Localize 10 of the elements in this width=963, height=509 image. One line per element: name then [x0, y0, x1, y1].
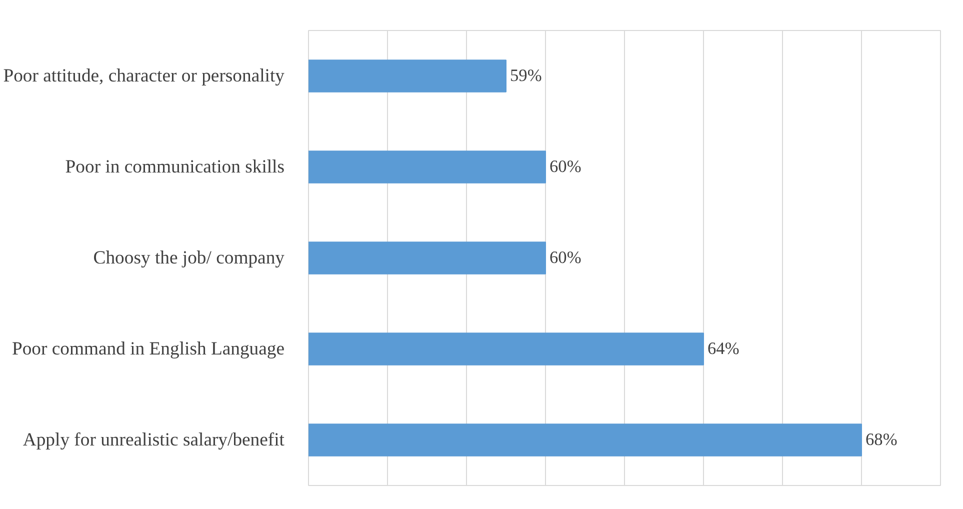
data-label: 60% — [550, 157, 582, 176]
data-label: 60% — [550, 248, 582, 267]
y-tick-label: Poor in communication skills — [65, 156, 284, 178]
data-label: 64% — [708, 339, 740, 358]
data-label: 59% — [510, 66, 542, 85]
data-label: 68% — [866, 430, 898, 449]
y-tick-label: Poor command in English Language — [12, 338, 285, 360]
y-tick-label: Apply for unrealistic salary/benefit — [22, 430, 286, 450]
y-tick-label: Choosy the job/ company — [93, 248, 286, 268]
y-tick-label: Poor attitude, character or personality — [3, 66, 286, 86]
